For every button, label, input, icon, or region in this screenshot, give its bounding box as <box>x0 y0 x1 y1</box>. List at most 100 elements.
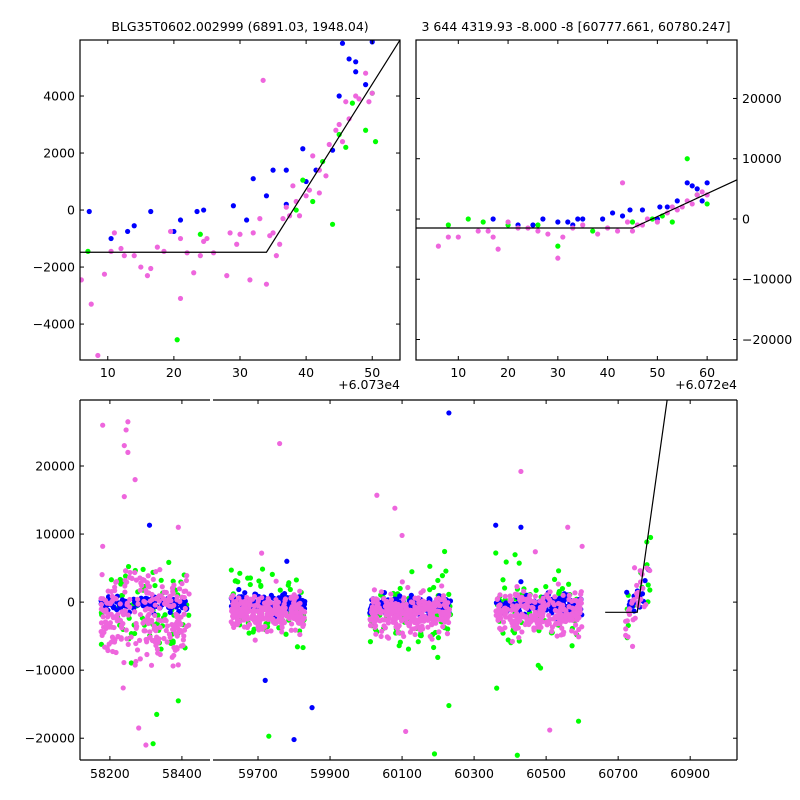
point-magenta <box>282 605 288 611</box>
point-magenta <box>532 549 538 555</box>
point-magenta <box>144 273 151 279</box>
point-magenta <box>250 230 256 236</box>
point-blue <box>609 210 616 216</box>
point-green <box>277 587 283 593</box>
point-magenta <box>161 635 167 642</box>
point-magenta <box>138 580 144 586</box>
point-green <box>367 639 374 645</box>
point-green <box>415 639 421 645</box>
point-magenta <box>166 631 173 637</box>
point-green <box>128 660 134 666</box>
point-magenta <box>292 603 298 609</box>
point-magenta <box>536 611 542 618</box>
point-magenta <box>228 619 234 625</box>
point-magenta <box>146 635 153 641</box>
point-magenta <box>297 588 303 594</box>
point-magenta <box>175 662 181 668</box>
point-magenta <box>163 601 169 607</box>
point-magenta <box>288 627 294 633</box>
point-magenta <box>669 204 675 210</box>
point-magenta <box>171 602 177 608</box>
point-magenta <box>363 70 369 76</box>
point-magenta <box>234 617 241 623</box>
point-magenta <box>547 589 553 595</box>
point-magenta <box>382 625 388 631</box>
top-right-title: 3 644 4319.93 -8.000 -8 [60777.661, 6078… <box>421 19 730 34</box>
point-magenta <box>440 593 447 599</box>
point-magenta <box>175 524 181 530</box>
point-magenta <box>385 635 392 641</box>
point-magenta <box>125 449 131 456</box>
point-magenta <box>346 116 352 122</box>
point-magenta <box>186 622 192 628</box>
point-magenta <box>172 647 178 653</box>
point-magenta <box>418 627 424 633</box>
point-magenta <box>553 620 559 626</box>
point-magenta <box>508 597 515 603</box>
point-magenta <box>98 606 104 612</box>
x-tick-label: 50 <box>364 365 380 380</box>
point-green <box>266 733 272 739</box>
point-blue <box>336 93 342 99</box>
point-magenta <box>147 598 153 604</box>
point-magenta <box>171 582 177 588</box>
point-magenta <box>133 577 139 583</box>
point-magenta <box>356 96 362 102</box>
point-blue <box>699 198 705 204</box>
point-magenta <box>177 235 184 242</box>
point-magenta <box>379 628 385 634</box>
point-magenta <box>241 624 248 630</box>
x-tick-label: 58200 <box>90 766 130 781</box>
point-magenta <box>230 593 236 599</box>
point-magenta <box>558 632 564 638</box>
point-magenta <box>118 245 124 252</box>
point-magenta <box>624 219 631 225</box>
point-magenta <box>429 612 435 618</box>
point-blue <box>493 522 499 528</box>
y-tick-label: 2000 <box>43 146 75 161</box>
point-magenta <box>514 584 520 590</box>
point-magenta <box>132 609 138 615</box>
point-magenta <box>388 601 394 607</box>
point-magenta <box>170 663 176 669</box>
point-magenta <box>421 618 427 624</box>
point-magenta <box>520 603 526 609</box>
point-magenta <box>336 121 342 128</box>
point-magenta <box>507 613 514 619</box>
point-green <box>647 534 654 541</box>
point-magenta <box>152 602 158 608</box>
point-magenta <box>112 588 118 594</box>
point-green <box>175 698 181 704</box>
point-magenta <box>505 219 511 225</box>
point-green <box>258 583 264 589</box>
point-magenta <box>280 612 286 618</box>
point-magenta <box>578 589 584 595</box>
point-magenta <box>535 228 541 234</box>
point-magenta <box>560 592 566 598</box>
point-magenta <box>121 253 127 259</box>
point-blue <box>363 82 369 88</box>
point-magenta <box>289 610 295 616</box>
point-blue <box>263 193 270 199</box>
point-magenta <box>197 253 203 259</box>
point-magenta <box>246 621 253 628</box>
point-magenta <box>298 620 304 626</box>
point-green <box>174 337 180 343</box>
point-green <box>502 585 508 591</box>
point-magenta <box>568 611 574 617</box>
point-green <box>186 612 192 618</box>
point-magenta <box>148 265 154 272</box>
point-magenta <box>128 634 134 640</box>
point-blue <box>580 216 586 222</box>
y-tick-label: 0 <box>67 595 75 610</box>
point-magenta <box>163 627 169 634</box>
point-magenta <box>534 620 540 626</box>
point-magenta <box>127 569 133 576</box>
model-line <box>80 40 400 253</box>
point-blue <box>426 596 432 602</box>
point-blue <box>689 183 695 189</box>
point-magenta <box>141 628 147 634</box>
point-magenta <box>234 241 240 247</box>
point-magenta <box>181 611 187 617</box>
point-magenta <box>292 627 299 633</box>
